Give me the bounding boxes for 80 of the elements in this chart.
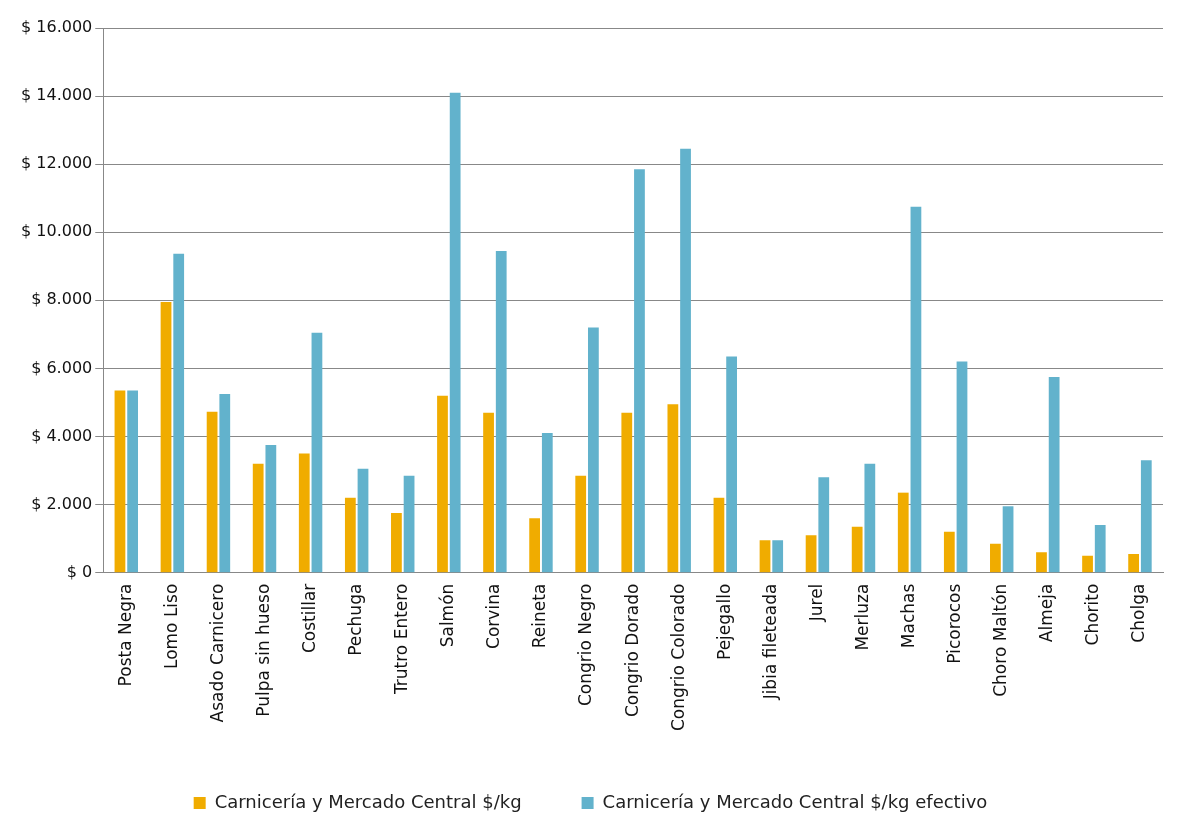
- bar: [910, 206, 922, 573]
- bar: [943, 531, 955, 573]
- bar: [114, 390, 126, 573]
- x-tick-label: Asado Carnicero: [206, 583, 227, 723]
- legend-label: Carnicería y Mercado Central $/kg: [214, 790, 522, 812]
- x-tick-label: Lomo Liso: [160, 583, 181, 670]
- x-tick-label: Reineta: [529, 583, 550, 649]
- x-tick-label: Merluza: [851, 583, 872, 651]
- bar: [1002, 506, 1014, 573]
- bar: [667, 404, 679, 573]
- bar: [1048, 376, 1060, 573]
- bar: [588, 327, 599, 573]
- bar: [726, 356, 737, 573]
- x-tick-label: Congrio Negro: [575, 583, 596, 706]
- bar: [311, 332, 323, 573]
- bar: [495, 250, 507, 573]
- bar: [449, 92, 461, 573]
- x-tick-label: Choro Maltón: [990, 583, 1011, 697]
- y-tick-label: $ 12.000: [21, 153, 93, 173]
- bar: [529, 518, 541, 573]
- bar: [483, 412, 494, 573]
- bar: [437, 395, 448, 573]
- bar: [1036, 552, 1047, 573]
- bar: [1082, 555, 1093, 573]
- bar: [713, 497, 725, 573]
- bar: [956, 361, 968, 573]
- y-tick-label: $ 10.000: [21, 221, 93, 241]
- bar: [575, 475, 587, 573]
- x-tick-label: Almeja: [1036, 583, 1057, 643]
- bar: [1140, 460, 1152, 573]
- y-tick-label: $ 4.000: [31, 425, 93, 445]
- bar: [621, 412, 633, 573]
- bar: [897, 492, 909, 573]
- bar: [127, 390, 139, 573]
- x-tick-label: Picorocos: [944, 583, 965, 664]
- x-tick-label: Posta Negra: [114, 583, 135, 687]
- bar: [1128, 553, 1140, 573]
- x-tick-label: Cholga: [1128, 583, 1149, 643]
- y-tick-label: $ 0: [66, 561, 93, 581]
- y-tick-label: $ 16.000: [21, 17, 93, 37]
- y-tick-label: $ 2.000: [31, 493, 93, 513]
- bar: [219, 393, 231, 573]
- bar: [344, 497, 356, 573]
- y-tick-label: $ 8.000: [31, 289, 93, 309]
- bar: [160, 302, 172, 573]
- bar: [634, 169, 645, 573]
- x-tick-label: Costillar: [299, 583, 320, 654]
- bar: [541, 433, 553, 573]
- bar: [1094, 525, 1106, 573]
- bar: [391, 513, 402, 573]
- legend-label: Carnicería y Mercado Central $/kg efectivo: [602, 790, 988, 812]
- x-tick-label: Congrio Colorado: [667, 583, 688, 732]
- x-tick-label: Trutro Entero: [391, 583, 412, 696]
- x-tick-label: Salmón: [437, 583, 458, 648]
- bar: [265, 445, 277, 573]
- bar: [818, 477, 830, 573]
- x-tick-label: Pulpa sin hueso: [252, 583, 273, 717]
- bar: [759, 540, 771, 573]
- y-tick-label: $ 6.000: [31, 357, 93, 377]
- x-tick-label: Congrio Dorado: [621, 583, 642, 718]
- bar: [772, 540, 784, 573]
- bar: [357, 468, 369, 573]
- bar: [680, 148, 691, 573]
- bar: [252, 463, 264, 573]
- bar: [403, 475, 415, 573]
- bar: [990, 543, 1001, 573]
- bar: [298, 453, 310, 573]
- x-tick-label: Chorito: [1082, 583, 1103, 646]
- bar: [864, 463, 876, 573]
- x-tick-label: Pejegallo: [713, 583, 734, 660]
- bar: [805, 535, 817, 573]
- x-tick-label: Pechuga: [345, 583, 366, 656]
- bar: [173, 253, 185, 573]
- x-tick-label: Jibia fileteada: [759, 583, 780, 701]
- x-tick-label: Jurel: [805, 583, 826, 623]
- x-tick-label: Machas: [898, 583, 918, 649]
- y-tick-label: $ 14.000: [21, 85, 93, 105]
- x-tick-label: Corvina: [483, 583, 504, 649]
- bar: [851, 526, 863, 573]
- bar: [206, 411, 218, 573]
